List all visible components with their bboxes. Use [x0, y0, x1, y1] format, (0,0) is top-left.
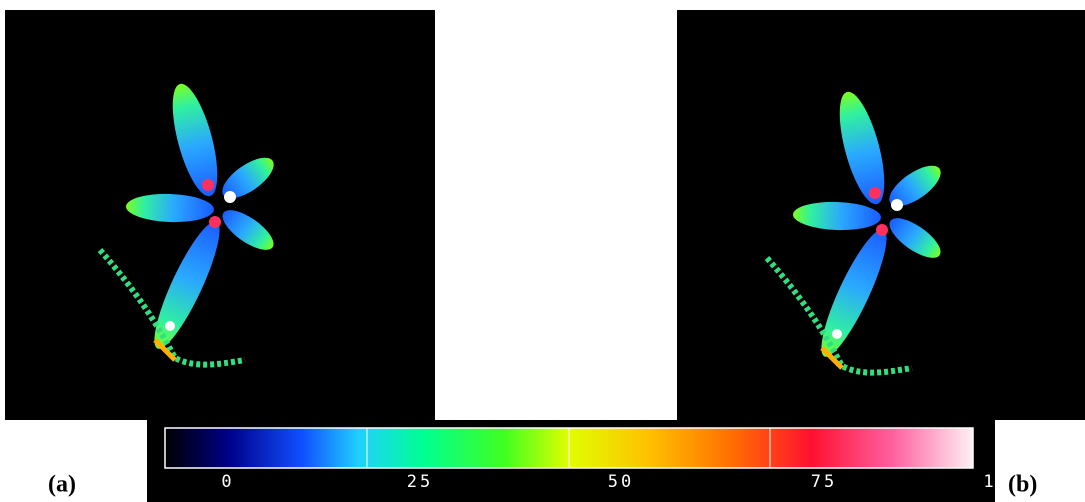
panel-label: (a) — [48, 472, 76, 498]
colorbar-tick-label: 50 — [608, 472, 634, 492]
colorbar-tick-label: 25 — [407, 472, 433, 492]
colorbar-tick-label: 75 — [811, 472, 837, 492]
panel-b — [677, 10, 1085, 420]
colorbar-tick-label: 0 — [221, 472, 234, 492]
panel-label: (b) — [1008, 472, 1037, 498]
colorbar-tick-label: 1 — [983, 472, 996, 492]
panel-a — [5, 10, 435, 420]
